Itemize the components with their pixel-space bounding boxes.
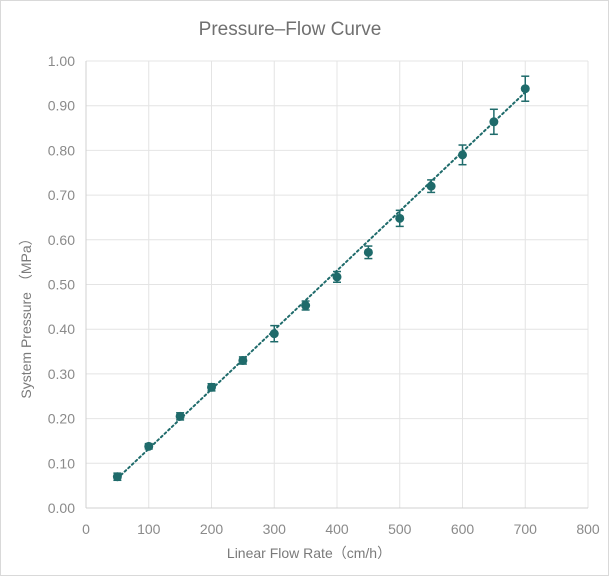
x-tick-label: 0 — [82, 521, 90, 537]
x-tick-label: 600 — [451, 521, 475, 537]
y-tick-label: 0.80 — [48, 142, 75, 158]
data-marker — [301, 301, 311, 311]
data-marker — [175, 411, 185, 421]
data-point — [301, 300, 311, 311]
y-tick-label: 0.00 — [48, 500, 75, 516]
y-axis-label: System Pressure （MPa） — [18, 231, 34, 398]
data-point — [489, 108, 499, 136]
grid — [85, 60, 589, 509]
y-tick-label: 0.70 — [48, 187, 75, 203]
y-tick-label: 0.40 — [48, 321, 75, 337]
data-point — [395, 209, 405, 228]
trendline — [116, 91, 527, 480]
y-tick-label: 1.00 — [48, 53, 75, 69]
data-marker — [489, 117, 499, 127]
trendline-group — [116, 91, 527, 480]
data-points — [112, 75, 530, 482]
x-tick-label: 500 — [388, 521, 412, 537]
data-marker — [426, 181, 436, 191]
data-marker — [395, 213, 405, 223]
x-tick-label: 100 — [137, 521, 161, 537]
x-tick-label: 300 — [263, 521, 287, 537]
y-tick-label: 0.90 — [48, 98, 75, 114]
x-tick-label: 800 — [576, 521, 600, 537]
data-marker — [363, 247, 373, 257]
axes — [85, 61, 588, 509]
data-point — [238, 355, 248, 365]
data-point — [458, 144, 467, 166]
data-point — [269, 324, 279, 343]
data-marker — [458, 150, 467, 160]
data-marker — [520, 84, 530, 94]
data-point — [520, 75, 530, 102]
x-tick-label: 400 — [325, 521, 349, 537]
data-marker — [144, 441, 154, 451]
data-point — [112, 472, 122, 482]
data-marker — [332, 272, 342, 282]
x-tick-label: 700 — [514, 521, 538, 537]
data-point — [207, 382, 216, 392]
x-tick-label: 200 — [200, 521, 224, 537]
data-marker — [238, 355, 248, 365]
data-point — [363, 245, 373, 260]
data-marker — [269, 329, 279, 339]
data-point — [144, 441, 154, 451]
data-marker — [112, 472, 122, 482]
y-tick-label: 0.10 — [48, 455, 75, 471]
chart-title: Pressure–Flow Curve — [199, 19, 382, 40]
data-marker — [207, 382, 216, 392]
data-point — [426, 179, 436, 194]
x-axis-label: Linear Flow Rate（cm/h） — [227, 545, 391, 561]
y-tick-label: 0.20 — [48, 411, 75, 427]
data-point — [175, 411, 185, 421]
y-tick-label: 0.50 — [48, 277, 75, 293]
data-point — [332, 270, 342, 284]
y-tick-label: 0.30 — [48, 366, 75, 382]
y-tick-label: 0.60 — [48, 232, 75, 248]
tick-labels: 0.00 0.10 0.20 0.30 0.40 0.50 0.60 0.70 0.80 0.90… — [48, 53, 600, 537]
